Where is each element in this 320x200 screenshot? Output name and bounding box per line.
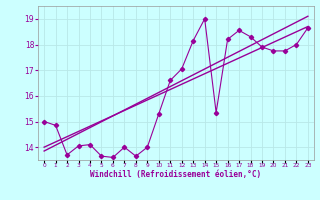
X-axis label: Windchill (Refroidissement éolien,°C): Windchill (Refroidissement éolien,°C) bbox=[91, 170, 261, 179]
